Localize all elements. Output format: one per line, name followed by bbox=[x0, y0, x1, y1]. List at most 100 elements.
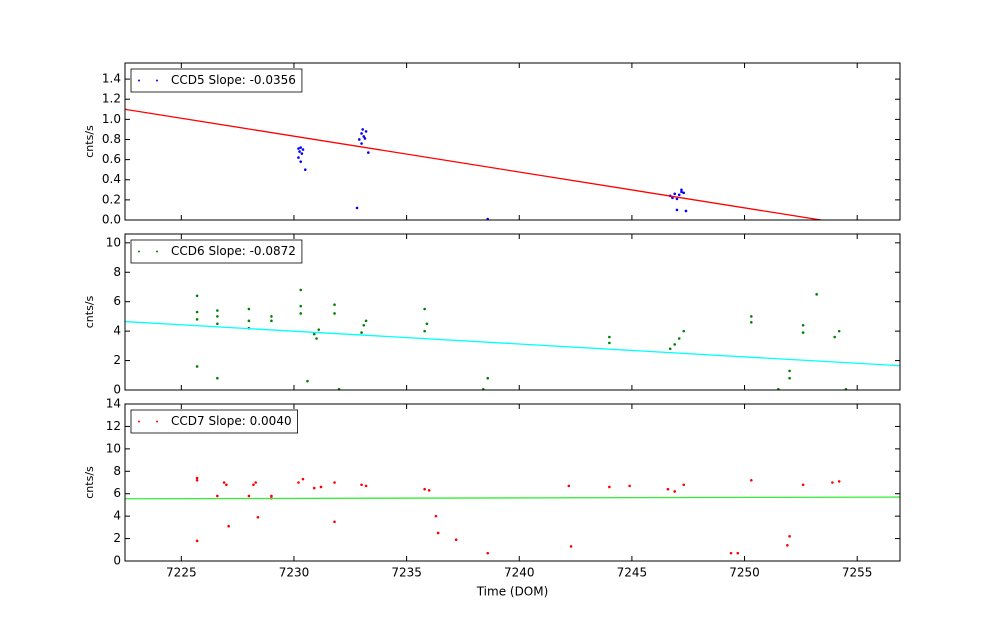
data-point bbox=[256, 515, 260, 519]
data-point bbox=[195, 539, 199, 543]
data-point bbox=[270, 494, 273, 498]
legend-box bbox=[130, 239, 303, 264]
data-point bbox=[362, 135, 366, 138]
data-point bbox=[299, 304, 303, 308]
data-point bbox=[298, 150, 301, 153]
data-point bbox=[364, 319, 368, 323]
data-point bbox=[319, 485, 323, 489]
data-point bbox=[364, 130, 368, 133]
data-point bbox=[363, 137, 367, 140]
data-point bbox=[425, 322, 429, 326]
data-point bbox=[569, 545, 573, 548]
fit-line bbox=[125, 496, 900, 500]
y-tick-label: 6 bbox=[113, 294, 121, 308]
plot-area bbox=[125, 288, 900, 390]
data-point bbox=[362, 323, 366, 327]
y-tick-label: 0.4 bbox=[102, 172, 121, 186]
data-point bbox=[682, 329, 686, 333]
data-point bbox=[299, 312, 303, 315]
plot-area bbox=[125, 108, 826, 220]
y-tick-label: 4 bbox=[113, 509, 121, 523]
data-point bbox=[297, 481, 300, 484]
data-point bbox=[195, 310, 199, 314]
data-point bbox=[729, 551, 733, 555]
data-point bbox=[360, 331, 363, 334]
data-point bbox=[358, 138, 361, 141]
data-point bbox=[608, 341, 611, 345]
y-tick-label: 4 bbox=[113, 324, 121, 338]
data-point bbox=[682, 191, 686, 195]
data-point bbox=[355, 206, 359, 210]
legend: CCD5 Slope: -0.0356 bbox=[130, 68, 303, 93]
y-tick-label: 8 bbox=[113, 464, 121, 478]
y-axis-label: cnts/s bbox=[83, 295, 96, 328]
data-point bbox=[301, 148, 305, 151]
x-tick-label: 7245 bbox=[617, 566, 648, 580]
y-axis-label: cnts/s bbox=[83, 466, 96, 499]
data-point bbox=[337, 387, 341, 390]
data-point bbox=[481, 387, 485, 390]
data-point bbox=[333, 520, 336, 524]
data-point bbox=[486, 217, 490, 220]
data-point bbox=[815, 293, 818, 296]
data-point bbox=[736, 551, 740, 555]
panel: 0 2 4 6 8 10 12 14 7225 7230 7235 7240 7245 7250 7255 c… bbox=[83, 397, 901, 599]
data-point bbox=[675, 208, 679, 212]
x-tick-label: 7235 bbox=[391, 566, 422, 580]
data-point bbox=[216, 315, 219, 318]
legend-marker bbox=[138, 250, 140, 253]
data-point bbox=[436, 531, 440, 535]
y-tick-label: 14 bbox=[106, 397, 121, 411]
data-point bbox=[423, 329, 426, 333]
data-point bbox=[270, 319, 273, 323]
data-point bbox=[434, 514, 438, 518]
data-point bbox=[297, 156, 300, 159]
panel: 0 2 4 6 8 10 cnts/s CCD6 Slope: -0.0872 bbox=[83, 233, 901, 397]
data-point bbox=[247, 319, 251, 323]
y-tick-label: 0.8 bbox=[102, 132, 121, 146]
data-point bbox=[247, 494, 251, 498]
data-point bbox=[680, 190, 683, 194]
x-tick-label: 7250 bbox=[729, 566, 760, 580]
y-tick-label: 10 bbox=[106, 441, 121, 455]
data-point bbox=[333, 303, 336, 306]
data-point bbox=[360, 132, 363, 135]
data-point bbox=[788, 535, 791, 538]
data-point bbox=[680, 188, 683, 192]
y-tick-label: 0.2 bbox=[102, 192, 121, 206]
data-point bbox=[299, 160, 303, 163]
data-point bbox=[628, 484, 631, 488]
y-tick-label: 10 bbox=[106, 235, 121, 249]
data-point bbox=[677, 337, 681, 340]
fit-line bbox=[125, 108, 826, 220]
data-point bbox=[195, 318, 199, 321]
x-tick-label: 7225 bbox=[166, 566, 197, 580]
y-axis-label: cnts/s bbox=[83, 125, 96, 158]
y-tick-label: 1.2 bbox=[102, 92, 121, 106]
data-point bbox=[252, 483, 255, 487]
y-tick-label: 8 bbox=[113, 265, 121, 279]
y-tick-label: 2 bbox=[113, 353, 121, 367]
data-point bbox=[427, 489, 431, 492]
data-point bbox=[786, 544, 789, 547]
legend: CCD6 Slope: -0.0872 bbox=[130, 239, 303, 264]
axes-frame bbox=[124, 62, 901, 221]
y-tick-label: 0 bbox=[113, 554, 121, 568]
data-point bbox=[360, 483, 363, 487]
data-point bbox=[750, 478, 753, 482]
data-point bbox=[750, 321, 753, 324]
data-point bbox=[254, 481, 257, 484]
legend-marker bbox=[138, 420, 140, 423]
data-point bbox=[567, 484, 571, 488]
data-point bbox=[486, 551, 490, 555]
y-tick-label: 0.6 bbox=[102, 152, 121, 166]
data-point bbox=[801, 483, 805, 487]
data-point bbox=[844, 387, 848, 390]
plot-area bbox=[125, 476, 900, 555]
y-tick-label: 0 bbox=[113, 383, 121, 397]
y-tick-label: 1.4 bbox=[102, 72, 121, 86]
panel: 0.0 0.2 0.4 0.6 0.8 1.0 1.2 1.4 cnts/s CCD5 Slope… bbox=[83, 62, 901, 227]
data-point bbox=[673, 192, 677, 196]
